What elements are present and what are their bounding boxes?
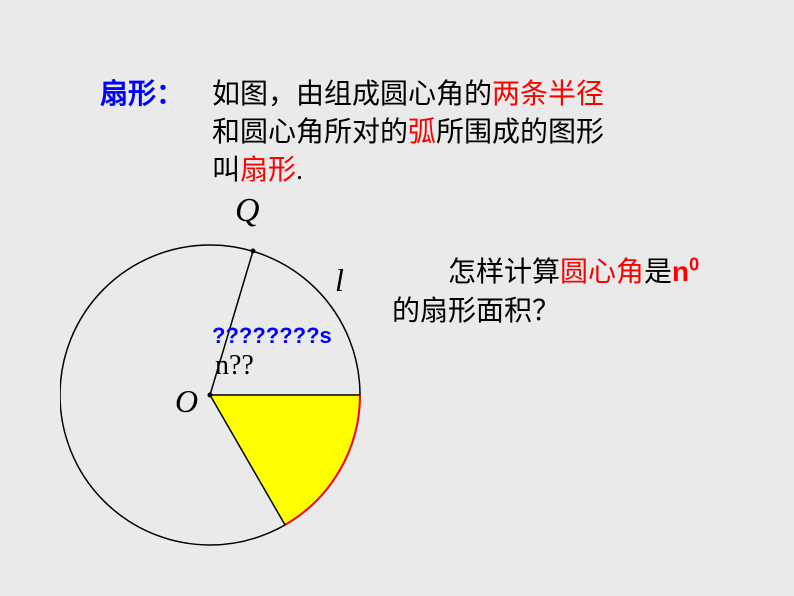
- def-text-red: 扇形: [240, 155, 296, 186]
- q-text-n: n: [672, 256, 689, 287]
- q-text: 怎样计算: [448, 257, 560, 288]
- def-text: 所围成的图形: [436, 117, 604, 148]
- definition-title: 扇形：: [100, 76, 184, 114]
- def-text: 叫: [212, 155, 240, 186]
- label-l: l: [335, 262, 344, 299]
- def-text-red: 两条半径: [492, 79, 604, 110]
- question-block: 怎样计算圆心角是n0 的扇形面积？: [392, 252, 732, 331]
- definition-line3: 叫扇形.: [212, 152, 303, 190]
- label-O: O: [175, 383, 198, 420]
- sector-diagram: [60, 200, 380, 580]
- q-text: 是: [644, 257, 672, 288]
- def-text-red: 弧: [408, 117, 436, 148]
- definition-line1: 如图，由组成圆心角的两条半径: [212, 76, 604, 114]
- def-text: .: [296, 155, 303, 186]
- q-text-sup: 0: [689, 255, 699, 275]
- definition-line2: 和圆心角所对的弧所围成的图形: [212, 114, 604, 152]
- label-Q: Q: [235, 192, 260, 230]
- q-text: 的扇形面积？: [392, 296, 560, 327]
- def-text: 和圆心角所对的: [212, 117, 408, 148]
- def-text: 如图，由组成圆心角的: [212, 79, 492, 110]
- q-text-red: 圆心角: [560, 257, 644, 288]
- label-s: ????????s: [212, 323, 332, 349]
- label-n: n??: [215, 350, 254, 382]
